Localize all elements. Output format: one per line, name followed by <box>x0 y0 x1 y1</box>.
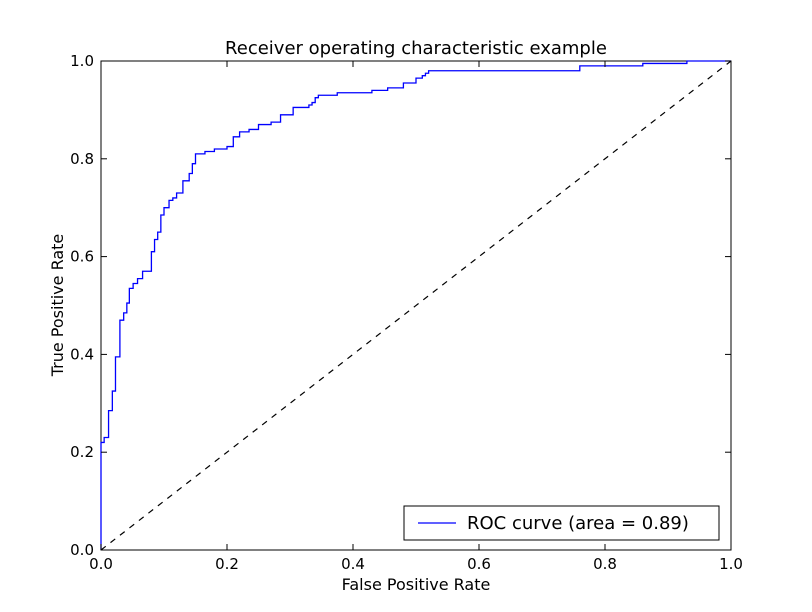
x-tick-label-0: 0.0 <box>89 555 113 573</box>
y-tick-label-3: 0.6 <box>70 248 94 266</box>
legend-box <box>403 505 720 541</box>
y-axis-label: True Positive Rate <box>48 234 67 378</box>
x-axis-label: False Positive Rate <box>342 575 491 594</box>
x-tick-label-4: 0.8 <box>593 555 617 573</box>
roc-curve-line <box>100 60 731 550</box>
series-layer <box>100 60 732 551</box>
legend: ROC curve (area = 0.89) <box>403 505 720 541</box>
x-tick-label-1: 0.2 <box>215 555 239 573</box>
y-tick-label-0: 0.0 <box>70 541 94 559</box>
x-tick-label-2: 0.4 <box>341 555 365 573</box>
tick-layer: 0.0 0.2 0.4 0.6 0.8 1.0 0.0 0.2 0.4 0.6 0.8 1.0 <box>70 52 743 573</box>
x-tick-label-5: 1.0 <box>719 555 743 573</box>
y-tick-label-2: 0.4 <box>70 345 94 363</box>
legend-label-roc: ROC curve (area = 0.89) <box>467 513 689 534</box>
y-tick-label-1: 0.2 <box>70 443 94 461</box>
x-tick-label-3: 0.6 <box>467 555 491 573</box>
chance-line <box>100 60 732 551</box>
y-tick-label-4: 0.8 <box>70 150 94 168</box>
chart-title: Receiver operating characteristic exampl… <box>225 38 607 59</box>
y-tick-label-5: 1.0 <box>70 52 94 70</box>
